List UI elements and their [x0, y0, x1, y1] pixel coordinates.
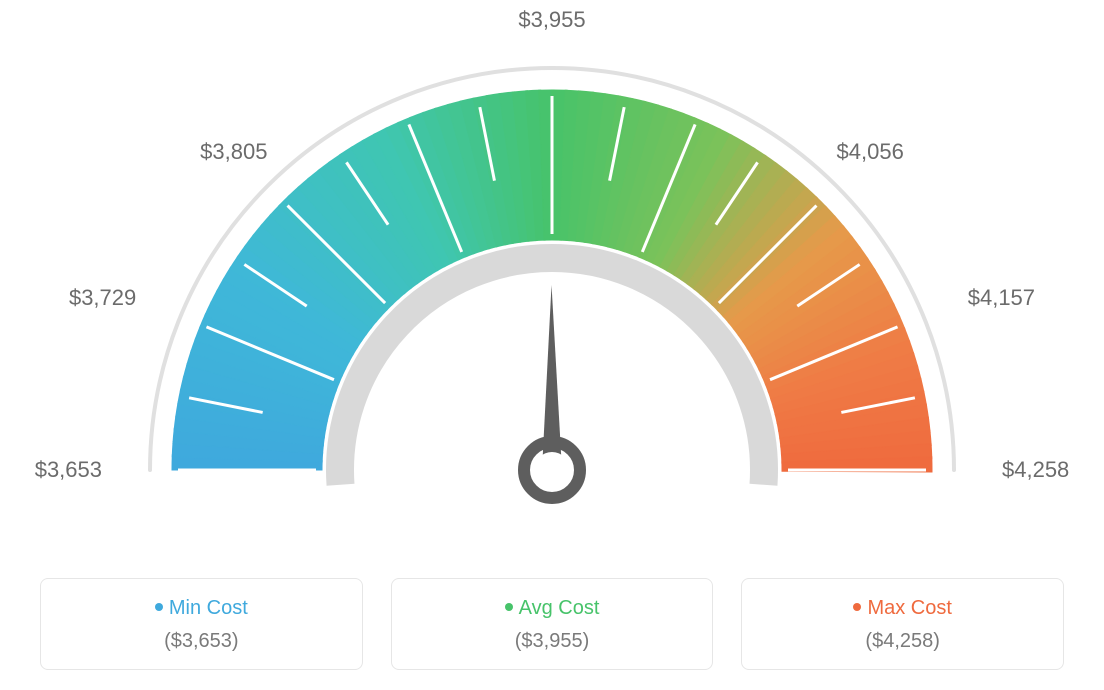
legend-card-min: Min Cost ($3,653)	[40, 578, 363, 670]
legend-card-avg: Avg Cost ($3,955)	[391, 578, 714, 670]
legend-max-title: Max Cost	[752, 597, 1053, 620]
legend-avg-title: Avg Cost	[402, 597, 703, 620]
legend-avg-label: Avg Cost	[519, 597, 600, 619]
dot-icon	[505, 603, 513, 611]
gauge-tick-label: $3,729	[69, 285, 136, 311]
gauge-chart: $3,653 $3,729 $3,805 $3,955 $4,056 $4,157 $4,2…	[0, 0, 1104, 560]
cost-gauge-widget: $3,653 $3,729 $3,805 $3,955 $4,056 $4,157 $4,2…	[0, 0, 1104, 690]
legend-min-value: ($3,653)	[51, 630, 352, 653]
gauge-tick-label: $3,805	[200, 139, 267, 165]
legend-max-value: ($4,258)	[752, 630, 1053, 653]
legend-max-label: Max Cost	[867, 597, 951, 619]
gauge-tick-label: $3,653	[35, 457, 102, 483]
gauge-tick-label: $4,258	[1002, 457, 1069, 483]
gauge-tick-label: $4,056	[837, 139, 904, 165]
legend-card-max: Max Cost ($4,258)	[741, 578, 1064, 670]
gauge-tick-label: $3,955	[518, 7, 585, 33]
gauge-svg	[0, 0, 1104, 560]
legend-min-label: Min Cost	[169, 597, 248, 619]
gauge-tick-label: $4,157	[968, 285, 1035, 311]
legend-avg-value: ($3,955)	[402, 630, 703, 653]
dot-icon	[853, 603, 861, 611]
legend-min-title: Min Cost	[51, 597, 352, 620]
dot-icon	[155, 603, 163, 611]
legend-row: Min Cost ($3,653) Avg Cost ($3,955) Max …	[40, 578, 1064, 670]
